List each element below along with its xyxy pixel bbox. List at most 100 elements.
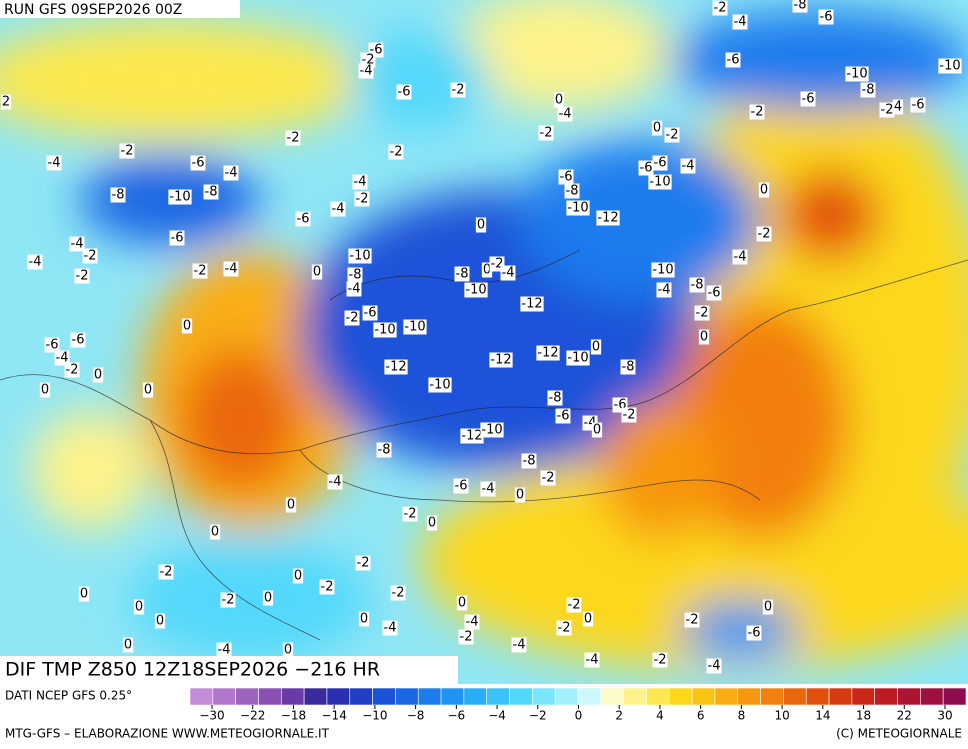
contour-label-box xyxy=(362,305,378,321)
contour-label-box xyxy=(376,442,392,458)
contour-label-box xyxy=(456,595,468,611)
colorbar-swatch xyxy=(554,687,579,706)
map-field xyxy=(0,0,968,684)
contour-label: -10 xyxy=(481,423,502,438)
contour-label-box xyxy=(354,191,370,207)
contour-label-box xyxy=(382,620,398,636)
contour-label: -6 xyxy=(297,212,310,227)
contour-label-box xyxy=(746,625,762,641)
contour-label-box xyxy=(480,481,496,497)
contour-label-box xyxy=(54,350,70,366)
contour-label-box xyxy=(190,155,206,171)
contour-label: 0 xyxy=(313,265,321,280)
contour-label-box xyxy=(426,515,438,531)
colorbar-swatch xyxy=(828,687,853,706)
colorbar-swatch xyxy=(258,687,282,706)
contour-label: 0 xyxy=(700,330,708,345)
contour-label-box xyxy=(64,362,80,378)
contour-label-box xyxy=(938,58,962,74)
contour-label-box xyxy=(689,277,705,293)
colorbar-tick-label: 14 xyxy=(815,709,830,723)
contour-label-box xyxy=(390,585,406,601)
contour-label-box xyxy=(590,339,602,355)
contour-label-box xyxy=(582,611,594,627)
colorbar-swatch xyxy=(920,687,944,706)
contour-label-box xyxy=(845,66,869,82)
contour-label: -4 xyxy=(513,638,526,653)
contour-label-box xyxy=(453,478,469,494)
colorbar-swatch xyxy=(623,687,647,706)
colorbar-swatch xyxy=(851,687,876,706)
contour-label-box xyxy=(556,620,572,636)
contour-label: -4 xyxy=(329,475,342,490)
contour-label-box xyxy=(223,261,239,277)
contour-label: 0 xyxy=(360,612,368,627)
contour-label: -6 xyxy=(455,479,468,494)
colorbar-tick-label: −2 xyxy=(529,709,547,723)
contour-label-box xyxy=(596,210,620,226)
contour-label-box xyxy=(725,52,741,68)
contour-label-box xyxy=(732,14,748,30)
contour-label-box xyxy=(311,264,323,280)
contour-label: -10 xyxy=(169,190,190,205)
contour-label: -12 xyxy=(490,353,511,368)
colorbar-swatch xyxy=(691,687,716,706)
contour-label-box xyxy=(638,160,654,176)
contour-label-box xyxy=(749,104,765,120)
colorbar-tick-label: −14 xyxy=(322,709,347,723)
contour-label-box xyxy=(712,0,728,16)
contour-label-box xyxy=(69,236,85,252)
contour-label-box xyxy=(133,599,145,615)
contour-label: -8 xyxy=(456,267,469,282)
contour-label: -6 xyxy=(640,161,653,176)
contour-label: 0 xyxy=(183,319,191,334)
contour-label-box xyxy=(652,155,668,171)
contour-label: -2 xyxy=(491,257,504,272)
contour-label: -4 xyxy=(218,643,231,658)
contour-label: -4 xyxy=(559,107,572,122)
contour-label-box xyxy=(664,127,680,143)
contour-label-box xyxy=(536,345,560,361)
contour-label: -12 xyxy=(521,297,542,312)
contour-label-box xyxy=(584,652,600,668)
contour-label-box xyxy=(119,143,135,159)
contour-label-box xyxy=(92,367,104,383)
contour-label-box xyxy=(818,9,834,25)
colorbar-swatch xyxy=(714,687,739,706)
colorbar-tick-label: 6 xyxy=(697,709,705,723)
contour-label-box xyxy=(520,296,544,312)
contour-label-box xyxy=(879,102,895,118)
colorbar-tick-label: 2 xyxy=(615,709,623,723)
contour-label: 2 xyxy=(2,95,10,110)
contour-label: -12 xyxy=(537,346,558,361)
contour-label-box xyxy=(547,390,563,406)
contour-label: -8 xyxy=(523,454,536,469)
contour-label: 0 xyxy=(764,600,772,615)
contour-label: -2 xyxy=(540,126,553,141)
contour-label-box xyxy=(698,329,710,345)
contour-label-box xyxy=(70,332,86,348)
contour-label-box xyxy=(292,568,304,584)
contour-label-box xyxy=(384,359,408,375)
contour-label: -10 xyxy=(846,67,867,82)
contour-label-box xyxy=(74,268,90,284)
contour-label: -6 xyxy=(192,156,205,171)
contour-label: -10 xyxy=(349,249,370,264)
contour-label: -8 xyxy=(794,0,807,13)
contour-label: -8 xyxy=(349,268,362,283)
contour-label-box xyxy=(514,487,526,503)
colorbar-tick-label: 4 xyxy=(656,709,664,723)
colorbar-tick-label: 22 xyxy=(897,709,912,723)
contour-label: -8 xyxy=(566,184,579,199)
contour-label: -2 xyxy=(714,1,727,16)
contour-label: -2 xyxy=(84,249,97,264)
contour-label: 0 xyxy=(458,596,466,611)
contour-label: -4 xyxy=(682,159,695,174)
contour-label-box xyxy=(352,174,368,190)
contour-label: -4 xyxy=(29,255,42,270)
contour-label-box xyxy=(756,226,772,242)
contour-label: 0 xyxy=(287,498,295,513)
colorbar-swatch xyxy=(417,687,442,706)
contour-label-box xyxy=(762,599,774,615)
contour-label: 0 xyxy=(94,368,102,383)
